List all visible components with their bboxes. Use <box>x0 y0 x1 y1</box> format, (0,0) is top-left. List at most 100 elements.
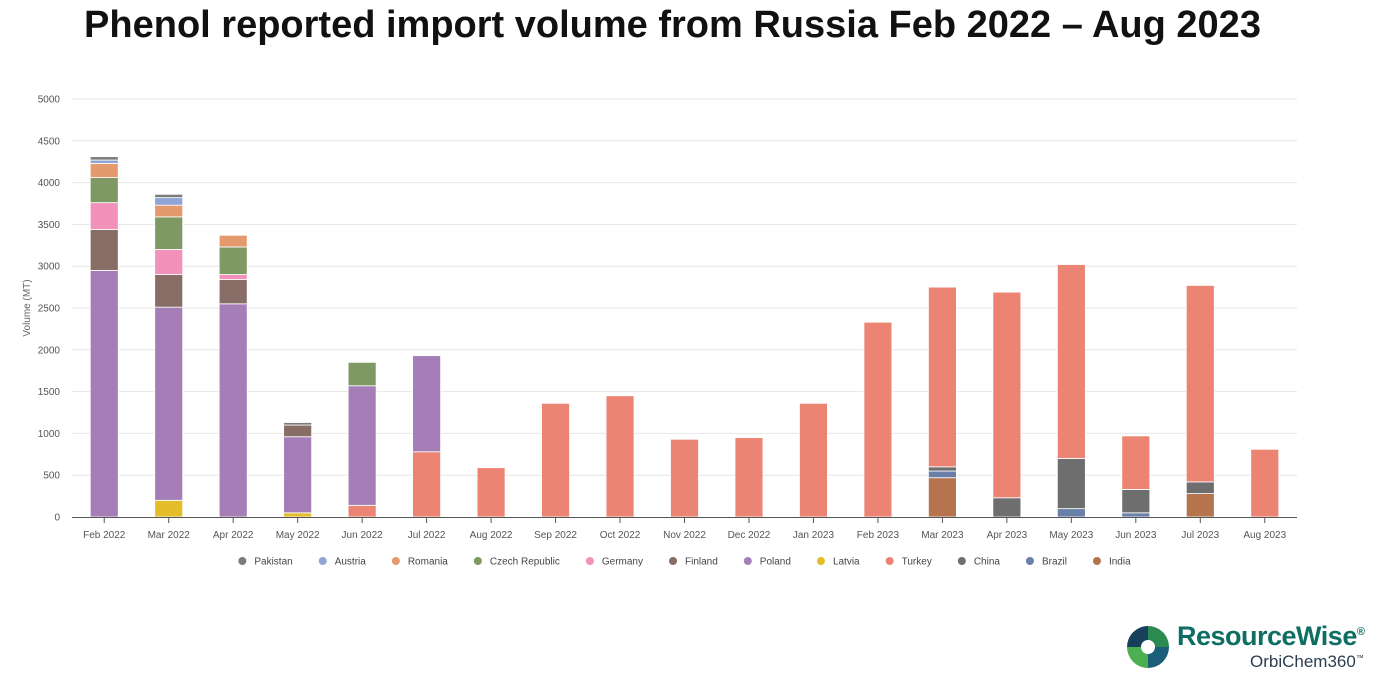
bar-segment-czech-republic[interactable] <box>218 246 248 275</box>
legend-swatch <box>391 557 400 565</box>
legend-swatch <box>585 557 594 565</box>
legend-label: Latvia <box>833 557 860 568</box>
y-tick-label: 3500 <box>38 220 61 231</box>
bar-segment-romania[interactable] <box>154 204 184 218</box>
bar-segment-brazil[interactable] <box>927 470 957 479</box>
y-axis-ticks: 0 500 1000 1500 2000 2500 3000 3500 4000 4500 5000 <box>38 95 61 524</box>
bar-segment-china[interactable] <box>1185 481 1215 494</box>
bar-segment-turkey[interactable] <box>541 402 570 518</box>
bar-segment-india[interactable] <box>1185 493 1215 518</box>
legend-item-pakistan[interactable]: Pakistan <box>238 557 293 568</box>
bar-segment-finland[interactable] <box>283 424 313 438</box>
bar-segment-poland[interactable] <box>283 436 313 514</box>
bar-segment-turkey[interactable] <box>605 395 635 518</box>
legend-swatch <box>1092 557 1101 565</box>
legend-item-turkey[interactable]: Turkey <box>885 557 932 568</box>
legend-item-brazil[interactable]: Brazil <box>1025 557 1067 568</box>
legend-label: Czech Republic <box>490 557 560 568</box>
x-tick-label: Nov 2022 <box>663 530 706 541</box>
bar-segment-finland[interactable] <box>154 274 184 308</box>
bar-segment-brazil[interactable] <box>1121 512 1151 518</box>
bar-segment-turkey[interactable] <box>992 291 1022 499</box>
bar-segment-turkey[interactable] <box>1121 435 1151 490</box>
legend-swatch <box>885 557 894 565</box>
bar-segment-germany[interactable] <box>154 249 184 275</box>
legend-label: Romania <box>408 557 448 568</box>
x-tick-label: Jan 2023 <box>793 530 835 541</box>
bar-segment-pakistan[interactable] <box>154 193 184 199</box>
x-tick-label: Jul 2023 <box>1181 530 1219 541</box>
bar-segment-austria[interactable] <box>89 159 119 164</box>
bar-segment-germany[interactable] <box>89 202 119 230</box>
x-tick-label: Feb 2022 <box>83 530 126 541</box>
chart-title: Phenol reported import volume from Russi… <box>84 4 1261 46</box>
legend[interactable]: Pakistan Austria Romania Czech Republic Germ… <box>238 557 1131 568</box>
legend-label: Brazil <box>1042 557 1067 568</box>
bar-segment-india[interactable] <box>927 477 957 518</box>
x-tick-label: Mar 2023 <box>921 530 964 541</box>
x-tick-label: Jun 2023 <box>1115 530 1157 541</box>
bar-segment-romania[interactable] <box>218 234 248 248</box>
bar-segment-china[interactable] <box>992 497 1022 518</box>
bar-segment-turkey[interactable] <box>412 451 442 518</box>
bar-segment-china[interactable] <box>1121 489 1151 514</box>
legend-swatch <box>318 557 327 565</box>
legend-item-czech-republic[interactable]: Czech Republic <box>473 557 560 568</box>
bar-segment-poland[interactable] <box>218 303 248 518</box>
resourcewise-logo: ResourceWise® OrbiChem360™ <box>1125 620 1370 675</box>
bar-segment-turkey[interactable] <box>734 437 764 518</box>
y-tick-label: 3000 <box>38 262 61 273</box>
legend-item-latvia[interactable]: Latvia <box>816 557 860 568</box>
bar-segment-turkey[interactable] <box>1185 285 1215 483</box>
bar-segment-turkey[interactable] <box>1056 264 1086 459</box>
bar-segment-turkey[interactable] <box>927 286 957 468</box>
bar-segment-poland[interactable] <box>154 306 184 501</box>
legend-swatch <box>743 557 752 565</box>
bar-segment-china[interactable] <box>1056 458 1086 510</box>
bar-segment-finland[interactable] <box>218 279 248 305</box>
bar-segment-turkey[interactable] <box>347 504 377 518</box>
bar-segment-turkey[interactable] <box>1250 448 1280 518</box>
x-tick-label: Apr 2023 <box>987 530 1028 541</box>
bar-segment-latvia[interactable] <box>154 499 184 518</box>
bar-segment-czech-republic[interactable] <box>347 361 377 387</box>
bar-segment-turkey[interactable] <box>799 402 828 518</box>
bar-segment-czech-republic[interactable] <box>89 177 119 204</box>
legend-swatch <box>473 557 482 565</box>
bar-segment-turkey[interactable] <box>476 467 506 518</box>
bar-segment-china[interactable] <box>927 466 957 472</box>
x-tick-label: Dec 2022 <box>728 530 771 541</box>
x-tick-label: Feb 2023 <box>857 530 900 541</box>
x-tick-label: May 2023 <box>1049 530 1093 541</box>
bar-segment-pakistan[interactable] <box>89 156 119 161</box>
x-tick-label: Apr 2022 <box>213 530 254 541</box>
legend-item-india[interactable]: India <box>1092 557 1131 568</box>
legend-item-austria[interactable]: Austria <box>318 557 367 568</box>
bar-segment-brazil[interactable] <box>1056 508 1086 518</box>
y-tick-label: 500 <box>43 471 60 482</box>
bar-segment-poland[interactable] <box>89 269 119 518</box>
bar-segment-czech-republic[interactable] <box>154 216 184 250</box>
legend-item-china[interactable]: China <box>957 557 1001 568</box>
y-tick-label: 4500 <box>38 136 61 147</box>
bar-segment-poland[interactable] <box>412 355 442 453</box>
bar-segment-pakistan[interactable] <box>283 422 313 426</box>
legend-item-germany[interactable]: Germany <box>585 557 643 568</box>
x-tick-label: Sep 2022 <box>534 530 577 541</box>
bar-segment-finland[interactable] <box>89 229 119 271</box>
legend-item-finland[interactable]: Finland <box>669 557 718 568</box>
bar-segment-poland[interactable] <box>347 385 377 506</box>
bar-segment-germany[interactable] <box>218 274 248 280</box>
legend-item-romania[interactable]: Romania <box>391 557 448 568</box>
legend-item-poland[interactable]: Poland <box>743 557 791 568</box>
bar-segment-romania[interactable] <box>89 162 119 178</box>
y-tick-label: 1000 <box>38 429 61 440</box>
y-axis-label: Volume (MT) <box>22 279 33 336</box>
bar-segment-latvia[interactable] <box>283 512 313 518</box>
x-tick-label: Aug 2022 <box>470 530 513 541</box>
legend-label: India <box>1109 557 1131 568</box>
bar-segment-turkey[interactable] <box>670 438 699 518</box>
bar-segment-austria[interactable] <box>154 197 184 206</box>
bar-segment-turkey[interactable] <box>863 321 893 518</box>
